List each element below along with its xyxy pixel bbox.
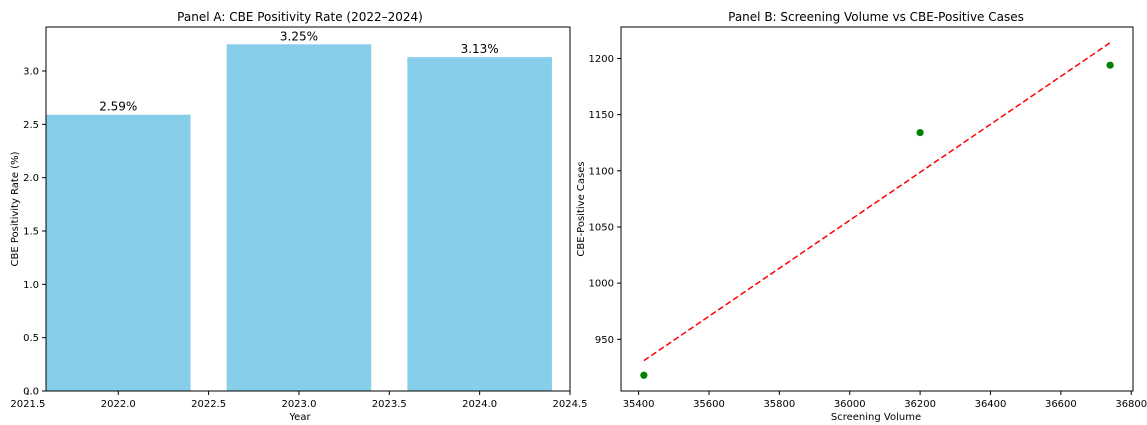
bar-2022: [46, 114, 191, 391]
y-tick-label: 1.0: [23, 280, 39, 291]
x-tick-label: 36800: [1115, 399, 1147, 410]
x-tick-label: 2022.0: [101, 399, 136, 410]
scatter-point: [916, 129, 924, 137]
bar-data-label: 2.59%: [99, 100, 137, 114]
panel-b-x-axis-label: Screening Volume: [831, 412, 921, 423]
panel-b-x-ticks: 35400 35600 35800 36000 36200 36400 36600 36800: [623, 391, 1147, 410]
x-tick-label: 2024.0: [462, 399, 497, 410]
x-tick-label: 2023.5: [372, 399, 407, 410]
y-tick-label: 1150: [589, 110, 614, 121]
y-tick-label: 1.5: [23, 227, 39, 238]
scatter-point: [640, 371, 648, 379]
panel-a-axes-frame: [45, 26, 571, 392]
x-tick-label: 36200: [904, 399, 936, 410]
x-tick-label: 2022.5: [191, 399, 226, 410]
panel-a: Panel A: CBE Positivity Rate (2022–2024)…: [10, 10, 588, 423]
y-tick-label: 2.0: [23, 173, 39, 184]
x-tick-label: 36000: [834, 399, 866, 410]
bar-data-label: 3.25%: [280, 29, 318, 43]
bar-data-label: 3.13%: [461, 42, 499, 56]
panel-b-y-axis-label: CBE-Positive Cases: [576, 161, 587, 256]
y-tick-label: 0.5: [23, 333, 39, 344]
y-tick-label: 1000: [589, 279, 614, 290]
panel-a-data-labels: 2.59% 3.25% 3.13%: [99, 29, 499, 113]
trend-line: [643, 42, 1111, 362]
panel-b-title: Panel B: Screening Volume vs CBE-Positiv…: [728, 10, 1024, 24]
y-tick-label: 2.5: [23, 120, 39, 131]
y-tick-label: 1050: [589, 222, 614, 233]
x-tick-label: 36400: [975, 399, 1007, 410]
panel-b-points: [640, 61, 1114, 379]
y-tick-label: 950: [595, 335, 614, 346]
y-tick-label: 1200: [589, 54, 614, 65]
panel-b-axes-frame: [620, 26, 1134, 392]
x-tick-label: 2021.5: [10, 399, 45, 410]
panel-a-x-ticks: 2021.5 2022.0 2022.5 2023.0 2023.5 2024.0 2024…: [10, 391, 588, 410]
x-tick-label: 36600: [1045, 399, 1077, 410]
panel-b-y-ticks: 950 1000 1050 1100 1150 1200: [589, 54, 621, 346]
y-tick-label: 0.0: [23, 387, 39, 398]
bar-2023: [226, 44, 372, 391]
panel-a-title: Panel A: CBE Positivity Rate (2022–2024): [177, 10, 423, 24]
panel-b-trendline: [643, 42, 1111, 362]
panel-a-x-axis-label: Year: [288, 412, 311, 423]
panel-b: Panel B: Screening Volume vs CBE-Positiv…: [576, 10, 1147, 423]
x-tick-label: 35600: [693, 399, 725, 410]
y-tick-label: 1100: [589, 166, 614, 177]
x-tick-label: 35800: [763, 399, 795, 410]
x-tick-label: 2024.5: [553, 399, 588, 410]
panel-a-y-axis-label: CBE Positivity Rate (%): [10, 151, 21, 266]
panel-a-y-ticks: 0.0 0.5 1.0 1.5 2.0 2.5 3.0: [23, 67, 46, 398]
panel-a-bars: [46, 44, 552, 392]
x-tick-label: 2023.0: [281, 399, 316, 410]
x-tick-label: 35400: [623, 399, 655, 410]
y-tick-label: 3.0: [23, 67, 39, 78]
bar-2024: [407, 57, 552, 392]
scatter-point: [1106, 61, 1114, 69]
